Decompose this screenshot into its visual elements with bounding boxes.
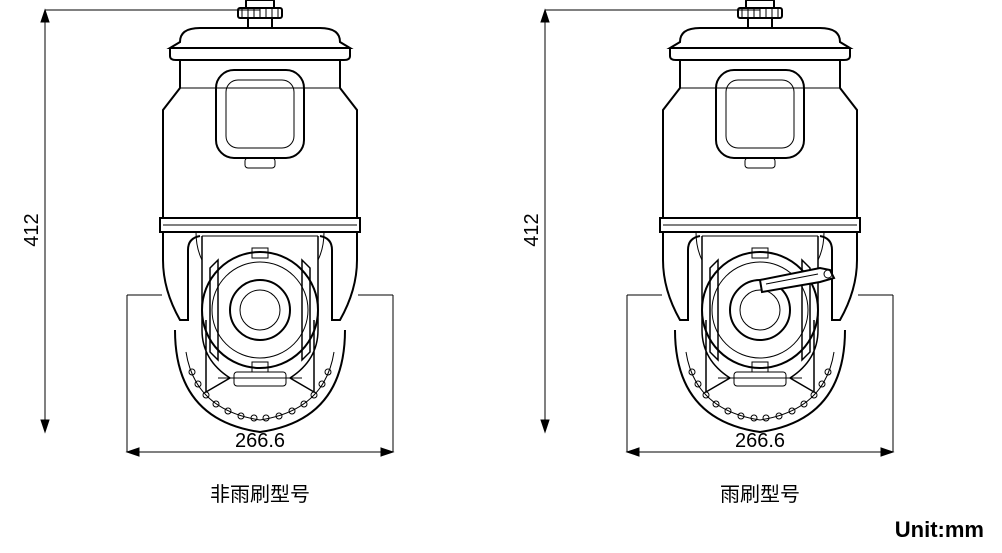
- drawing-panel-right: 412: [520, 0, 1000, 500]
- diagram-container: 412: [0, 0, 1002, 553]
- width-label: 266.6: [235, 430, 285, 452]
- height-label: 412: [521, 213, 543, 246]
- camera-drawing-right: 412: [520, 0, 1000, 500]
- width-label: 266.6: [735, 430, 785, 452]
- caption-right: 雨刷型号: [520, 478, 1000, 507]
- height-label: 412: [21, 213, 43, 246]
- unit-label: Unit:mm: [895, 517, 984, 543]
- drawing-panel-left: 412: [20, 0, 500, 500]
- camera-drawing-left: 412: [20, 0, 500, 500]
- caption-left: 非雨刷型号: [20, 478, 500, 507]
